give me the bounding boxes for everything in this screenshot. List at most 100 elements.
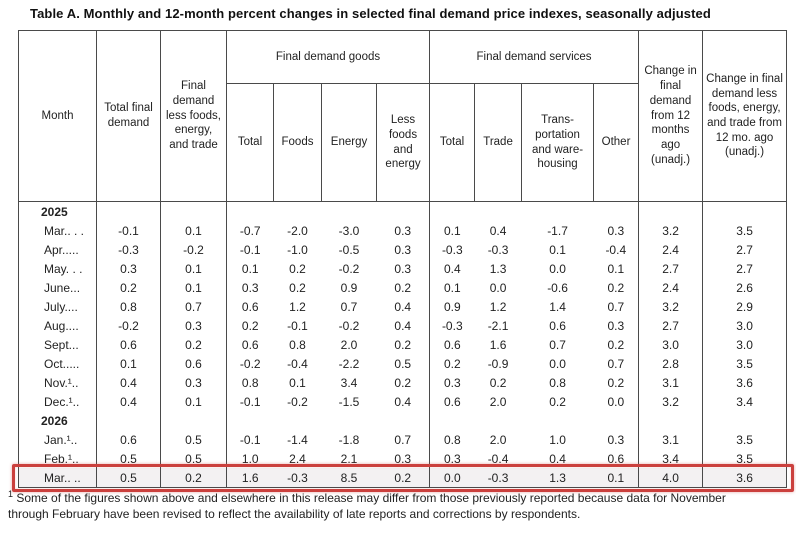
value-cell: 2.0	[340, 337, 358, 352]
value-cell: 0.6	[96, 335, 161, 354]
value-cell: 0.0	[489, 280, 507, 295]
value-cell: 0.9	[429, 297, 475, 316]
value-cell: -0.3	[273, 468, 322, 488]
value-cell: 3.6	[702, 373, 787, 392]
value-cell: -0.4	[287, 356, 308, 371]
col-header-services-trade: Trade	[474, 83, 523, 202]
value-cell: 0.3	[429, 449, 475, 468]
value-cell: 0.3	[429, 373, 475, 392]
value-cell: 2.0	[489, 432, 507, 447]
value-cell: 0.7	[549, 337, 566, 352]
value-cell: -1.8	[338, 432, 360, 447]
value-cell: 0.3	[160, 316, 227, 335]
value-cell: -2.2	[338, 356, 360, 371]
year-row: 2026	[19, 411, 787, 430]
value-cell: 0.1	[160, 259, 227, 278]
col-header-goods-total: Total	[226, 83, 274, 202]
col-header-services-total: Total	[429, 83, 476, 202]
value-cell: 0.2	[289, 280, 306, 295]
value-cell: -0.3	[487, 242, 509, 257]
value-cell: 0.2	[607, 337, 625, 352]
value-cell: 0.3	[394, 242, 412, 257]
year-label: 2025	[41, 204, 68, 219]
value-cell: 0.3	[607, 432, 625, 447]
value-cell: 2.8	[638, 354, 703, 373]
value-cell: 0.2	[160, 468, 227, 488]
value-cell: -0.1	[226, 430, 274, 449]
value-cell: 3.6	[702, 468, 787, 488]
value-cell: 0.4	[96, 392, 161, 411]
value-cell: -0.3	[429, 316, 475, 335]
value-cell: 1.4	[549, 299, 566, 314]
table-row: Nov.¹.. 0.4 0.3 0.8 0.1 3.4 0.2 0.3 0.2 0.8 0.2 3.1…	[19, 373, 787, 392]
col-header-goods-energy: Energy	[321, 83, 377, 202]
table-row: Dec.¹.. 0.4 0.1 -0.1 -0.2 -1.5 0.4 0.6 2.0 0.2 0.0…	[19, 392, 787, 411]
footnote-marker: 1	[8, 489, 14, 499]
value-cell	[274, 411, 322, 430]
value-cell: 0.2	[429, 354, 475, 373]
col-header-services-transportation: Trans­portation and ware­housing	[521, 83, 595, 202]
value-cell: 0.3	[394, 223, 412, 238]
value-cell: 0.6	[549, 318, 566, 333]
value-cell: 3.4	[702, 392, 787, 411]
value-cell: 3.1	[638, 430, 703, 449]
value-cell: 0.4	[549, 451, 566, 466]
footnote: 1 Some of the figures shown above and el…	[8, 489, 740, 523]
value-cell: 2.4	[638, 240, 703, 259]
value-cell	[226, 201, 274, 221]
month-label: Feb.¹..	[44, 451, 79, 466]
col-header-goods-less-foods-energy: Less foods and energy	[375, 83, 431, 202]
value-cell: 0.2	[96, 278, 161, 297]
value-cell: 2.1	[340, 451, 358, 466]
value-cell: 0.6	[160, 354, 227, 373]
value-cell: 3.2	[638, 221, 703, 240]
value-cell: 0.1	[429, 278, 475, 297]
value-cell: -1.4	[287, 432, 308, 447]
value-cell	[522, 411, 594, 430]
month-label: Mar.. . .	[44, 223, 85, 238]
value-cell: 1.2	[289, 299, 306, 314]
value-cell: 0.5	[96, 449, 161, 468]
value-cell: 3.1	[638, 373, 703, 392]
value-cell: -1.7	[547, 223, 568, 238]
value-cell: -0.2	[226, 354, 274, 373]
value-cell: 2.7	[702, 259, 787, 278]
value-cell: 2.4	[638, 278, 703, 297]
value-cell: 0.2	[226, 316, 274, 335]
value-cell: -0.2	[160, 240, 227, 259]
value-cell: 3.0	[638, 335, 703, 354]
value-cell: 0.7	[340, 299, 358, 314]
value-cell: 0.2	[394, 280, 412, 295]
value-cell	[160, 411, 227, 430]
value-cell: 0.3	[394, 261, 412, 276]
value-cell: 1.6	[489, 337, 507, 352]
value-cell: -1.5	[338, 394, 360, 409]
value-cell	[322, 411, 377, 430]
value-cell	[594, 411, 639, 430]
col-header-change-12mo: Change in final demand from 12 months ag…	[638, 30, 704, 202]
value-cell: 0.4	[429, 259, 475, 278]
value-cell: 0.8	[549, 375, 566, 390]
value-cell	[702, 411, 787, 430]
value-cell: 1.3	[521, 468, 594, 488]
value-cell: -3.0	[338, 223, 360, 238]
month-label: Apr.....	[44, 242, 79, 257]
month-label: Jan.¹..	[44, 432, 78, 447]
value-cell: -1.0	[287, 242, 308, 257]
value-cell: 0.1	[607, 261, 625, 276]
value-cell: -0.1	[96, 221, 161, 240]
value-cell: -0.3	[474, 468, 522, 488]
value-cell: 1.2	[489, 299, 507, 314]
value-cell: -0.4	[605, 242, 627, 257]
value-cell: 0.1	[160, 392, 227, 411]
group-header-final-demand-services: Final demand services	[429, 30, 640, 84]
value-cell: 0.7	[160, 297, 227, 316]
value-cell: -2.0	[287, 223, 308, 238]
value-cell	[594, 202, 639, 222]
value-cell: 3.5	[702, 221, 787, 240]
value-cell: 0.6	[226, 297, 274, 316]
value-cell: 2.6	[702, 278, 787, 297]
value-cell: 0.0	[549, 261, 566, 276]
value-cell: 0.8	[96, 297, 161, 316]
value-cell: 0.6	[607, 451, 625, 466]
